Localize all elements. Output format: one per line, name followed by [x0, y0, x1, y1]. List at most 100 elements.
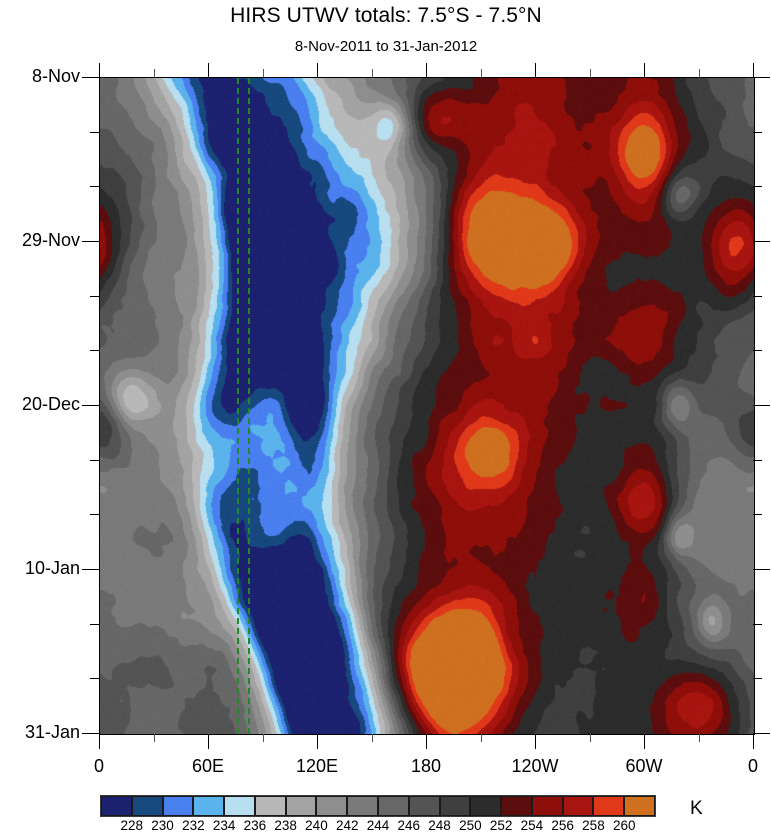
x-axis-tick-minor-top: [589, 69, 591, 77]
x-axis-tick-major-top: [317, 63, 318, 77]
y-axis-tick-major-right: [753, 241, 770, 242]
colorbar-tick-label: 230: [151, 818, 174, 833]
x-axis-label: 0: [747, 756, 759, 776]
colorbar-segment[interactable]: [470, 796, 502, 816]
colorbar-segment[interactable]: [316, 796, 348, 816]
y-axis-tick-major: [82, 405, 99, 406]
y-axis-tick-major-right: [753, 77, 770, 78]
colorbar-tick-label: 244: [366, 818, 390, 833]
x-axis-tick-major: [208, 734, 209, 749]
y-axis-label: 10-Jan: [24, 558, 80, 578]
x-axis-tick-major: [99, 734, 100, 749]
x-axis-tick-major-top: [426, 63, 427, 77]
colorbar-segment[interactable]: [624, 796, 655, 816]
colorbar-tick-label: 248: [428, 818, 451, 833]
y-axis-tick-minor: [90, 131, 99, 133]
colorbar-tick-label: 258: [582, 818, 605, 833]
x-axis-tick-minor-top: [262, 69, 264, 77]
colorbar-tick-label: 236: [243, 818, 267, 833]
colorbar-tick-label: 252: [489, 818, 513, 833]
y-axis-tick-minor-right: [753, 131, 762, 133]
x-axis-tick-minor-top: [480, 69, 482, 77]
colorbar-segment[interactable]: [224, 796, 255, 816]
x-axis-tick-major-top: [99, 63, 100, 77]
x-axis-tick-minor-top: [153, 69, 155, 77]
y-axis-tick-major: [82, 733, 99, 734]
y-axis-tick-minor-right: [753, 514, 762, 516]
colorbar-tick-label: 250: [459, 818, 482, 833]
y-axis-label: 20-Dec: [21, 394, 80, 414]
y-axis-tick-minor: [90, 186, 99, 188]
x-axis-label: 120E: [295, 756, 339, 776]
colorbar-segment[interactable]: [131, 796, 163, 816]
y-axis-label: 29-Nov: [21, 230, 80, 250]
colorbar-segment[interactable]: [501, 796, 532, 816]
colorbar-tick-label: 254: [520, 818, 544, 833]
y-axis-tick-minor: [90, 623, 99, 625]
y-axis-tick-major-right: [753, 569, 770, 570]
y-axis-tick-major: [82, 241, 99, 242]
colorbar[interactable]: [101, 796, 655, 816]
colorbar-tick-label: 232: [182, 818, 205, 833]
x-axis-label: 180: [410, 756, 442, 776]
colorbar-segment[interactable]: [531, 796, 563, 816]
longitude-marker-line: [247, 78, 250, 734]
y-axis-tick-minor: [90, 295, 99, 297]
colorbar-tick-label: 234: [212, 818, 236, 833]
colorbar-tick-label: 228: [120, 818, 144, 833]
y-axis-label: 31-Jan: [24, 722, 80, 742]
x-axis-tick-minor: [153, 734, 155, 742]
colorbar-segment[interactable]: [162, 796, 194, 816]
x-axis-tick-major-top: [535, 63, 536, 77]
y-axis-tick-minor-right: [753, 350, 762, 352]
page-title: HIRS UTWV totals: 7.5°S - 7.5°N: [230, 4, 542, 27]
y-axis-tick-major-right: [753, 733, 770, 734]
longitude-marker-line: [236, 78, 239, 734]
x-axis-tick-minor: [480, 734, 482, 742]
colorbar-segment[interactable]: [593, 796, 625, 816]
y-axis-tick-major-right: [753, 405, 770, 406]
colorbar-segment[interactable]: [378, 796, 409, 816]
x-axis-tick-minor: [698, 734, 700, 742]
y-axis-tick-minor-right: [753, 295, 762, 297]
x-axis-tick-major: [317, 734, 318, 749]
colorbar-segment[interactable]: [193, 796, 225, 816]
y-axis-tick-major: [82, 569, 99, 570]
x-axis-label: 0: [93, 756, 105, 776]
colorbar-segment[interactable]: [439, 796, 471, 816]
x-axis-tick-minor-top: [371, 69, 373, 77]
y-axis-tick-minor-right: [753, 186, 762, 188]
colorbar-tick-label: 238: [274, 818, 297, 833]
x-axis-tick-major-top: [208, 63, 209, 77]
colorbar-tick-label: 242: [335, 818, 359, 833]
colorbar-segment[interactable]: [101, 796, 132, 816]
y-axis-tick-minor-right: [753, 623, 762, 625]
x-axis-tick-major-top: [753, 63, 754, 77]
x-axis-tick-major: [644, 734, 645, 749]
colorbar-segment[interactable]: [254, 796, 286, 816]
contour-field: [100, 78, 754, 734]
x-axis-tick-minor-top: [698, 69, 700, 77]
x-axis-tick-major: [426, 734, 427, 749]
hovmoller-plot[interactable]: [99, 77, 755, 735]
page-subtitle: 8-Nov-2011 to 31-Jan-2012: [294, 38, 478, 55]
x-axis-tick-major: [753, 734, 754, 749]
y-axis-label: 8-Nov: [31, 66, 80, 86]
y-axis-tick-minor: [90, 514, 99, 516]
x-axis-label: 120W: [511, 756, 559, 776]
y-axis-tick-minor: [90, 350, 99, 352]
colorbar-segment[interactable]: [562, 796, 594, 816]
colorbar-tick-label: 246: [397, 818, 421, 833]
colorbar-tick-label: 256: [551, 818, 574, 833]
colorbar-unit-label: K: [690, 798, 703, 819]
colorbar-segment[interactable]: [347, 796, 378, 816]
x-axis-tick-major: [535, 734, 536, 749]
y-axis-tick-minor: [90, 459, 99, 461]
colorbar-segment[interactable]: [408, 796, 440, 816]
colorbar-segment[interactable]: [285, 796, 317, 816]
x-axis-tick-minor: [589, 734, 591, 742]
x-axis-label: 60E: [191, 756, 225, 776]
y-axis-tick-minor: [90, 678, 99, 680]
x-axis-tick-minor: [371, 734, 373, 742]
x-axis-tick-major-top: [644, 63, 645, 77]
